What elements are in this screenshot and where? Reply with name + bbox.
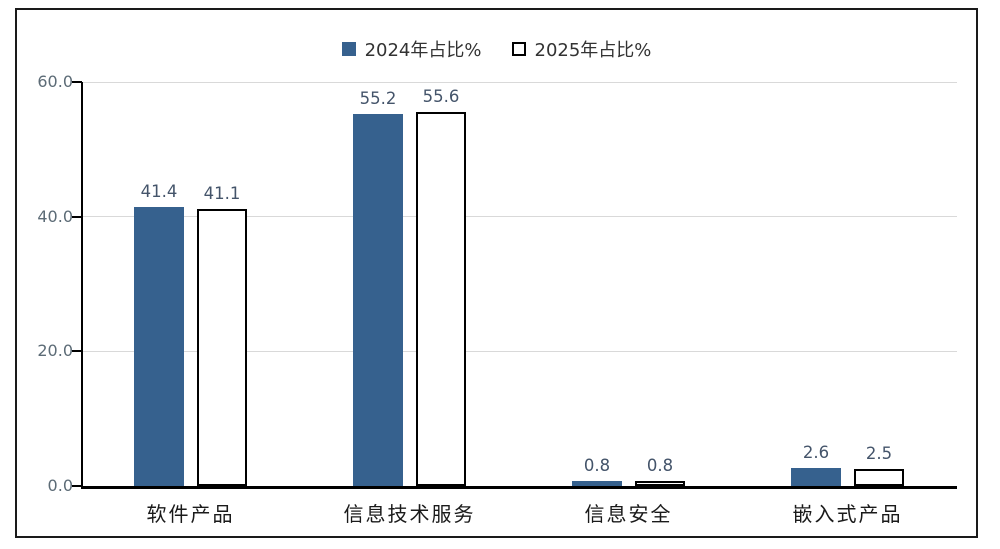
legend-swatch-icon <box>511 42 526 56</box>
bar-2025-1 <box>416 111 466 486</box>
y-tick-label: 20.0 <box>37 341 73 361</box>
bar-value-label: 2.6 <box>802 443 830 463</box>
y-gridline <box>82 350 957 352</box>
bar-2025-2 <box>635 480 685 486</box>
bar-value-label: 41.1 <box>203 184 241 204</box>
y-axis-tick <box>72 485 82 487</box>
bar-value-label: 55.6 <box>422 86 460 106</box>
bar-value-label: 2.5 <box>865 444 893 464</box>
y-tick-label: 60.0 <box>37 72 73 91</box>
legend-item-2024: 2024年占比% <box>341 36 482 62</box>
y-gridline <box>82 81 957 83</box>
legend-label: 2024年占比% <box>364 40 482 61</box>
bar-2024-3 <box>791 468 841 486</box>
legend-swatch-icon <box>341 42 356 56</box>
chart-frame: 2024年占比% 2025年占比% 0.0 20.0 40.0 60.0 41.4 41.1… <box>15 8 978 538</box>
plot-area: 0.0 20.0 40.0 60.0 41.4 41.1 软件产品 55.2 55.6 信息技术服… <box>17 10 976 536</box>
legend-item-2025: 2025年占比% <box>511 36 652 62</box>
category-label: 软件产品 <box>146 504 235 526</box>
y-tick-label: 0.0 <box>47 476 73 495</box>
bar-2025-3 <box>854 469 904 486</box>
bar-value-label: 55.2 <box>359 89 397 109</box>
y-axis-tick <box>72 81 82 83</box>
bar-2024-1 <box>353 114 403 486</box>
category-label: 信息技术服务 <box>343 504 476 526</box>
legend-label: 2025年占比% <box>534 40 652 61</box>
y-tick-label: 40.0 <box>37 206 73 226</box>
category-label: 嵌入式产品 <box>792 504 903 526</box>
bar-value-label: 0.8 <box>583 455 611 475</box>
bar-2024-2 <box>572 480 622 486</box>
bar-2025-0 <box>197 209 247 486</box>
y-gridline <box>82 216 957 218</box>
y-axis-line <box>81 82 83 489</box>
bar-2024-0 <box>134 207 184 486</box>
bar-value-label: 0.8 <box>646 455 674 475</box>
chart-legend: 2024年占比% 2025年占比% <box>17 36 976 62</box>
category-label: 信息安全 <box>584 504 673 526</box>
bar-value-label: 41.4 <box>140 182 178 202</box>
x-axis-line <box>82 486 957 489</box>
y-axis-tick <box>72 215 82 218</box>
y-axis-tick <box>72 350 82 353</box>
